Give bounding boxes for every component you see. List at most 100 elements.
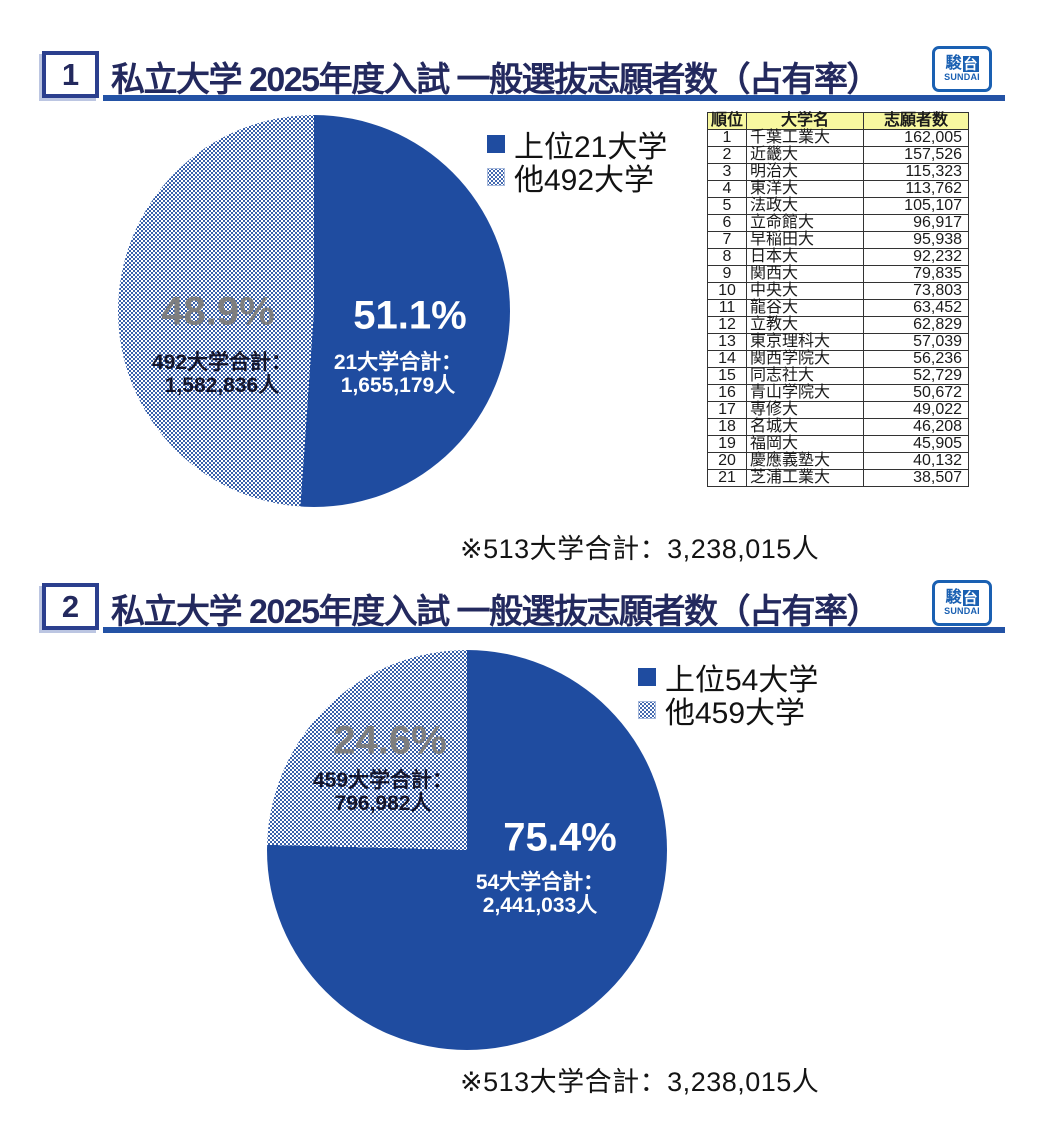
applicants-cell: 162,005: [863, 129, 970, 147]
university-cell: 東京理科大: [746, 333, 865, 351]
applicants-cell: 113,762: [863, 180, 970, 198]
dotted-swatch-icon: [487, 167, 505, 186]
table-row: 10 中央大 73,803: [706, 282, 970, 300]
university-cell: 明治大: [746, 163, 865, 181]
rank-cell: 9: [706, 265, 748, 283]
table-row: 18 名城大 46,208: [706, 418, 970, 436]
table-row: 11 龍谷大 63,452: [706, 299, 970, 317]
legend-item-top54: 上位54大学: [638, 660, 818, 697]
header-university: 大学名: [746, 112, 865, 130]
other-total-label: 459大学合計： 796,982人: [313, 769, 453, 815]
applicants-ranking-table: 順位 大学名 志願者数 1 千葉工業大 162,005 2 近畿大 157,526 3 明治大…: [706, 112, 970, 487]
table-row: 12 立教大 62,829: [706, 316, 970, 334]
applicants-cell: 79,835: [863, 265, 970, 283]
top-total-label: 21大学合計： 1,655,179人: [334, 351, 462, 397]
logo-kanji-shun: 駿: [945, 55, 962, 72]
section-2-title-underline: [103, 627, 1005, 633]
applicants-cell: 115,323: [863, 163, 970, 181]
legend-label-top54: 上位54大学: [665, 663, 819, 697]
applicants-cell: 49,022: [863, 401, 970, 419]
applicants-cell: 57,039: [863, 333, 970, 351]
table-row: 6 立命館大 96,917: [706, 214, 970, 232]
rank-cell: 19: [706, 435, 748, 453]
legend-chart-2: 上位54大学 他459大学: [638, 660, 818, 730]
top-total-line2: 2,441,033人: [482, 894, 598, 917]
legend-label-other459: 他459大学: [665, 696, 806, 730]
rank-cell: 12: [706, 316, 748, 334]
dotted-swatch-icon: [638, 700, 656, 719]
table-row: 17 専修大 49,022: [706, 401, 970, 419]
applicants-cell: 73,803: [863, 282, 970, 300]
section-2-number-box: 2: [42, 583, 99, 630]
section-2-number: 2: [61, 588, 80, 624]
table-row: 16 青山学院大 50,672: [706, 384, 970, 402]
university-cell: 千葉工業大: [746, 129, 865, 147]
pie-chart-top21: 48.9% 492大学合計： 1,582,836人 51.1% 21大学合計： …: [118, 115, 510, 507]
university-cell: 関西学院大: [746, 350, 865, 368]
rank-cell: 5: [706, 197, 748, 215]
university-cell: 立教大: [746, 316, 865, 334]
top-share-percent: 75.4%: [503, 815, 617, 860]
applicants-cell: 62,829: [863, 316, 970, 334]
sundai-logo-kanji-row: 駿 台: [945, 589, 979, 606]
rank-cell: 13: [706, 333, 748, 351]
solid-blue-swatch-icon: [638, 667, 656, 686]
university-cell: 専修大: [746, 401, 865, 419]
table-row: 2 近畿大 157,526: [706, 146, 970, 164]
applicants-cell: 96,917: [863, 214, 970, 232]
applicants-cell: 63,452: [863, 299, 970, 317]
section-1-number-box: 1: [42, 51, 99, 98]
top-share-percent: 51.1%: [353, 293, 467, 338]
other-total-line1: 459大学合計：: [312, 769, 454, 792]
applicants-cell: 105,107: [863, 197, 970, 215]
logo-latin-text: SUNDAI: [944, 72, 980, 82]
rank-cell: 6: [706, 214, 748, 232]
applicants-cell: 46,208: [863, 418, 970, 436]
logo-kanji-shun: 駿: [945, 589, 962, 606]
rank-cell: 21: [706, 469, 748, 487]
logo-latin-text: SUNDAI: [944, 606, 980, 616]
rank-cell: 16: [706, 384, 748, 402]
solid-blue-swatch-icon: [487, 134, 505, 153]
other-total-line1: 492大学合計：: [151, 351, 293, 374]
university-cell: 龍谷大: [746, 299, 865, 317]
pie-top54: [267, 650, 667, 1050]
applicants-cell: 92,232: [863, 248, 970, 266]
other-total-line2: 1,582,836人: [164, 374, 280, 397]
total-footnote-2: ※513大学合計：3,238,015人: [460, 1067, 820, 1097]
legend-item-top21: 上位21大学: [487, 127, 667, 164]
top-total-label: 54大学合計： 2,441,033人: [476, 871, 604, 917]
university-cell: 立命館大: [746, 214, 865, 232]
rank-cell: 10: [706, 282, 748, 300]
legend-chart-1: 上位21大学 他492大学: [487, 127, 667, 197]
university-cell: 福岡大: [746, 435, 865, 453]
section-2-title: 私立大学 2025年度入試 一般選抜志願者数（占有率）: [111, 593, 881, 631]
header-applicants: 志願者数: [863, 112, 970, 130]
university-cell: 関西大: [746, 265, 865, 283]
university-cell: 同志社大: [746, 367, 865, 385]
pie-top21: [118, 115, 510, 507]
top-total-line2: 1,655,179人: [340, 374, 456, 397]
rank-cell: 11: [706, 299, 748, 317]
sundai-logo-kanji-row: 駿 台: [945, 55, 979, 72]
top-total-line1: 21大学合計：: [333, 351, 463, 374]
university-cell: 名城大: [746, 418, 865, 436]
table-row: 8 日本大 92,232: [706, 248, 970, 266]
sundai-logo: 駿 台 SUNDAI: [932, 46, 992, 92]
sundai-logo-2: 駿 台 SUNDAI: [932, 580, 992, 626]
table-row: 7 早稲田大 95,938: [706, 231, 970, 249]
table-row: 19 福岡大 45,905: [706, 435, 970, 453]
legend-item-other459: 他459大学: [638, 693, 818, 730]
rank-cell: 4: [706, 180, 748, 198]
ranking-table-body: 1 千葉工業大 162,005 2 近畿大 157,526 3 明治大 115,323 4 東洋大 1…: [706, 129, 970, 487]
table-row: 21 芝浦工業大 38,507: [706, 469, 970, 487]
ranking-table-head: 順位 大学名 志願者数: [706, 112, 970, 130]
university-cell: 早稲田大: [746, 231, 865, 249]
table-row: 9 関西大 79,835: [706, 265, 970, 283]
section-1-number: 1: [61, 56, 80, 92]
table-row: 1 千葉工業大 162,005: [706, 129, 970, 147]
rank-cell: 7: [706, 231, 748, 249]
section-1-title-underline: [103, 95, 1005, 101]
university-cell: 青山学院大: [746, 384, 865, 402]
university-cell: 芝浦工業大: [746, 469, 865, 487]
